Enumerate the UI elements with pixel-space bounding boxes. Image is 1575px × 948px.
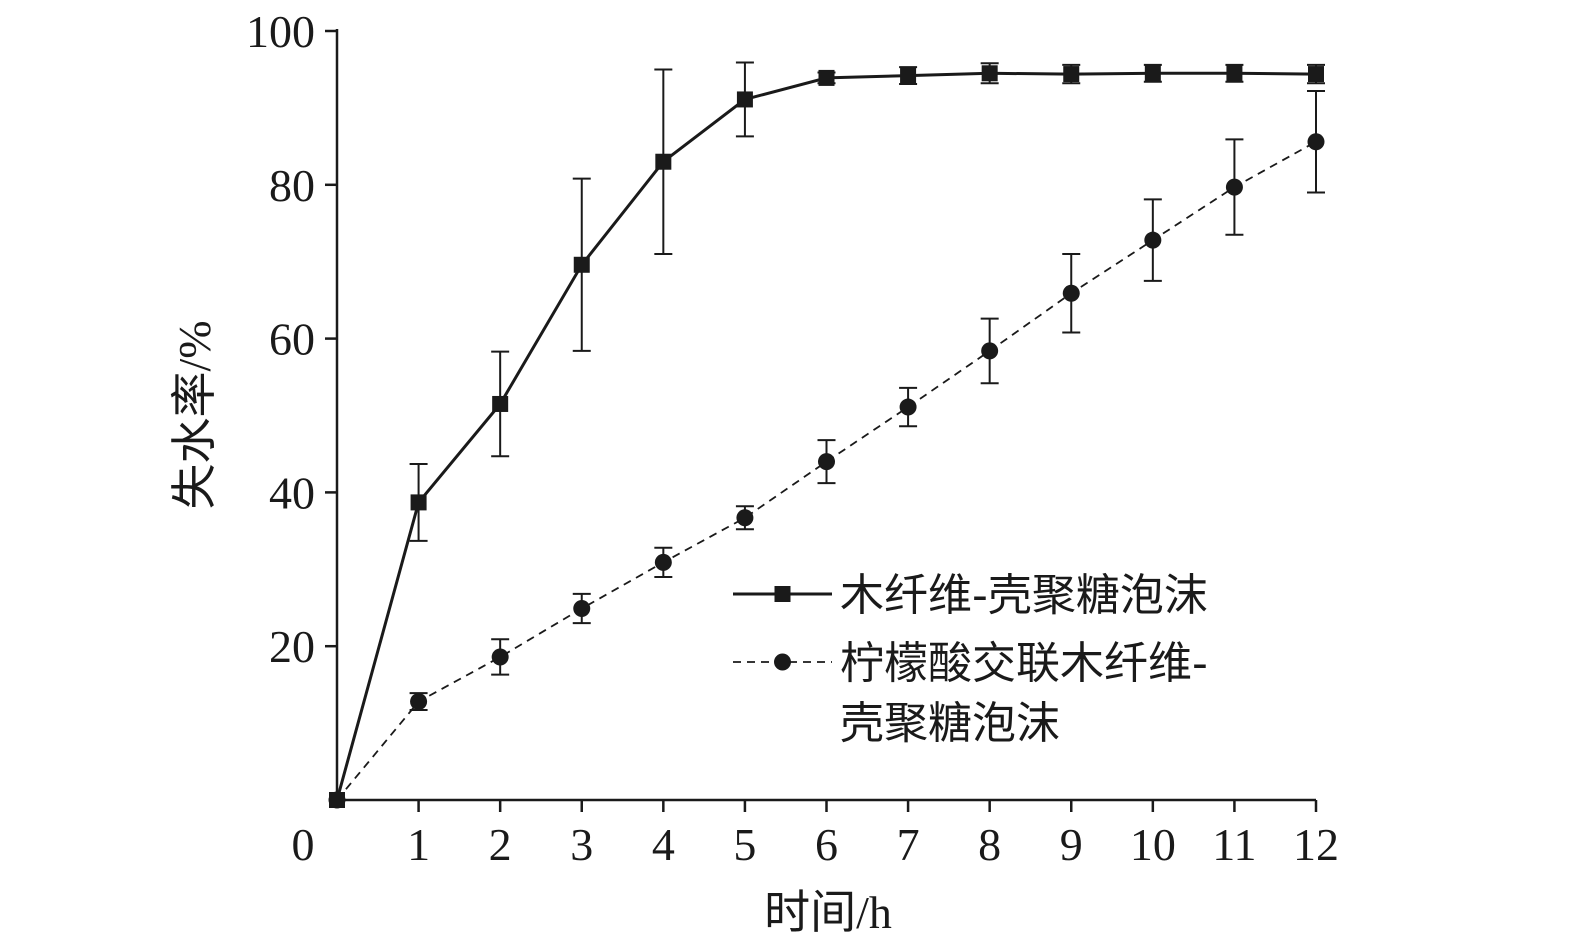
data-point — [492, 395, 509, 412]
y-tick-label: 80 — [269, 160, 315, 211]
series-2 — [328, 89, 1325, 809]
data-point — [410, 494, 427, 511]
x-tick-label: 2 — [489, 819, 512, 870]
data-point — [1144, 231, 1162, 249]
x-tick-label: 0 — [292, 819, 315, 870]
data-point — [410, 693, 428, 711]
x-tick-label: 10 — [1130, 819, 1176, 870]
legend-marker-2 — [774, 653, 791, 671]
x-tick-label: 5 — [733, 819, 756, 870]
data-point — [1144, 65, 1161, 82]
data-point — [818, 453, 835, 471]
legend-label-1: 木纤维-壳聚糖泡沫 — [840, 570, 1208, 621]
data-point — [328, 791, 346, 809]
x-tick-label: 8 — [978, 819, 1001, 870]
x-tick-label: 7 — [897, 819, 920, 870]
data-point — [899, 398, 917, 416]
data-point — [655, 153, 672, 170]
series-line — [335, 71, 1317, 801]
y-tick-label: 20 — [269, 621, 315, 672]
x-tick-label: 6 — [815, 819, 838, 870]
data-point — [573, 600, 591, 618]
data-point — [1063, 66, 1080, 83]
data-point — [981, 65, 998, 82]
legend-marker-1 — [774, 586, 791, 602]
data-point — [818, 69, 835, 86]
x-tick-label: 3 — [570, 819, 593, 870]
x-tick-label: 1 — [407, 819, 430, 870]
data-point — [981, 342, 999, 360]
legend-label-2-line-2: 壳聚糖泡沫 — [840, 698, 1060, 749]
x-tick-label: 9 — [1060, 819, 1083, 870]
data-point — [1307, 133, 1325, 151]
data-point — [1062, 284, 1080, 302]
data-point — [736, 91, 753, 108]
data-point — [573, 256, 590, 273]
legend-label-2-line-1: 柠檬酸交联木纤维- — [840, 638, 1208, 689]
x-tick-label: 12 — [1293, 819, 1339, 870]
x-tick-label: 11 — [1212, 819, 1256, 870]
data-point — [736, 509, 754, 527]
x-axis-title: 时间/h — [764, 887, 892, 938]
data-point — [1225, 178, 1243, 196]
data-point — [1226, 65, 1243, 82]
y-tick-label: 40 — [269, 467, 315, 518]
y-tick-label: 60 — [269, 314, 315, 365]
data-point — [654, 553, 672, 571]
data-point — [1308, 66, 1324, 83]
series-1 — [329, 61, 1325, 808]
y-tick-label: 100 — [246, 6, 315, 57]
y-axis-title: 失水率/% — [169, 320, 220, 509]
x-tick-label: 4 — [652, 819, 675, 870]
series-layer — [328, 61, 1325, 809]
data-point — [491, 648, 509, 666]
data-point — [900, 67, 917, 84]
